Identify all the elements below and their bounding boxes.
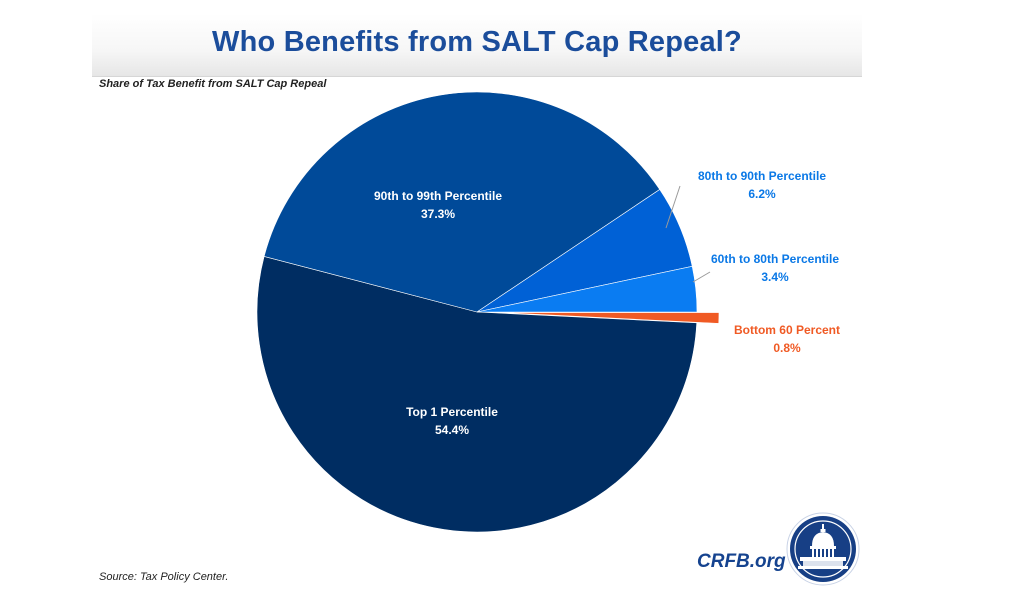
slice-value-80th-to-90th-percentile: 6.2%	[748, 187, 776, 201]
slice-value-90th-to-99th-percentile: 37.3%	[421, 207, 455, 221]
slice-label-80th-to-90th-percentile: 80th to 90th Percentile	[698, 169, 826, 183]
page-title: Who Benefits from SALT Cap Repeal?	[212, 26, 742, 58]
leader-line-60th-to-80th-percentile	[692, 271, 711, 283]
title-bar: Who Benefits from SALT Cap Repeal?	[92, 14, 862, 77]
slice-label-60th-to-80th-percentile: 60th to 80th Percentile	[711, 252, 839, 266]
slice-label-90th-to-99th-percentile: 90th to 99th Percentile	[374, 189, 502, 203]
chart-subtitle: Share of Tax Benefit from SALT Cap Repea…	[99, 78, 327, 90]
pie-slice-bottom-60-percent	[498, 312, 720, 324]
pie-slice-top-1-percentile	[256, 256, 698, 533]
slice-value-bottom-60-percent: 0.8%	[773, 341, 801, 355]
brand-link[interactable]: CRFB.org	[697, 551, 786, 572]
pie-slice-60th-to-80th-percentile	[476, 265, 698, 313]
slice-value-top-1-percentile: 54.4%	[435, 423, 469, 437]
leader-line-80th-to-90th-percentile	[665, 185, 681, 229]
capitol-dome-icon	[786, 512, 860, 586]
source-note: Source: Tax Policy Center.	[99, 571, 229, 583]
slice-label-top-1-percentile: Top 1 Percentile	[406, 405, 498, 419]
slice-label-bottom-60-percent: Bottom 60 Percent	[734, 323, 840, 337]
slice-value-60th-to-80th-percentile: 3.4%	[761, 270, 789, 284]
pie-slice-90th-to-99th-percentile	[263, 91, 661, 313]
